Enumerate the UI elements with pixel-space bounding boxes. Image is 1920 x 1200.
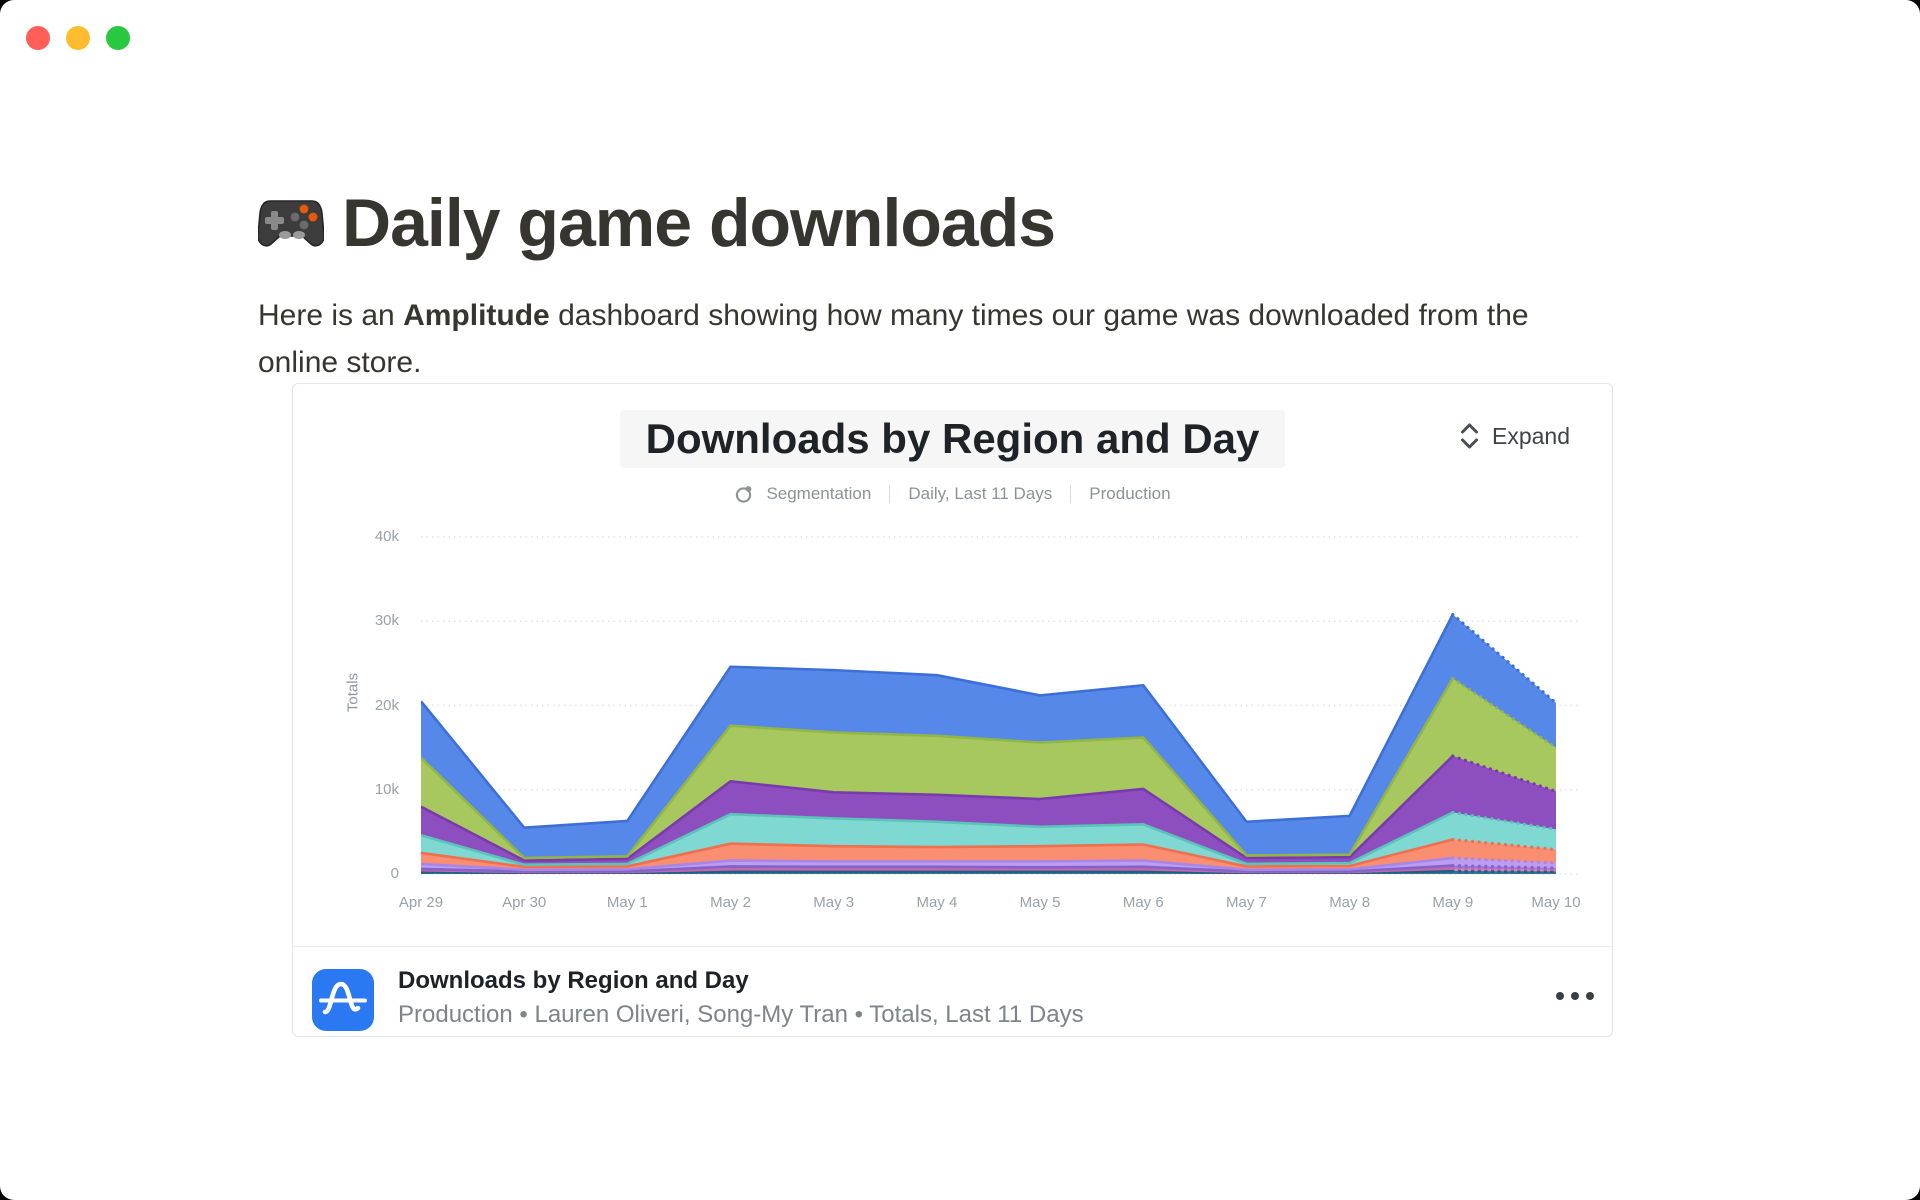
ellipsis-dot [1571,992,1579,1000]
chart-type-label: Segmentation [766,484,872,503]
page-title: Daily game downloads [258,184,1056,262]
x-axis-tick-label: May 5 [1019,894,1061,911]
x-axis-tick-label: May 10 [1531,894,1581,911]
ellipsis-dot [1556,992,1564,1000]
amplitude-brand-text: Amplitude [403,299,550,332]
x-axis-tick-label: May 6 [1122,894,1164,911]
stacked-area-chart[interactable] [421,531,1581,875]
x-axis-tick-label: Apr 29 [398,894,444,911]
y-axis-tick-label: 30k [374,612,399,630]
minimize-button[interactable] [66,26,90,50]
x-axis-tick-label: May 3 [813,894,855,911]
card-footer-divider [293,946,1612,947]
expand-button[interactable]: Expand [1454,418,1574,454]
amplitude-embed-card: Downloads by Region and Day Segmentation… [292,383,1613,1037]
x-axis-tick-label: May 7 [1226,894,1267,911]
x-axis-tick-label: May 1 [606,894,648,911]
chart-range-label: Daily, Last 11 Days [908,484,1053,503]
y-axis-tick-label: 0 [390,865,399,882]
chart-title: Downloads by Region and Day [619,410,1286,468]
x-axis-tick-label: May 4 [916,894,958,911]
x-axis-tick-label: May 8 [1329,894,1371,911]
x-axis-tick-label: May 2 [710,894,751,911]
chart-environment-label: Production [1089,484,1171,503]
x-axis-tick-label: May 9 [1432,894,1474,911]
x-axis-tick-label: Apr 30 [502,894,547,911]
close-button[interactable] [26,26,50,50]
subtitle-divider [889,485,891,503]
segmentation-chart-icon [736,486,752,503]
page-title-text: Daily game downloads [342,184,1056,261]
gamepad-icon [258,199,324,247]
chart-subtitle-row: Segmentation Daily, Last 11 Days Product… [293,484,1612,504]
expand-label: Expand [1491,422,1570,449]
y-axis-tick-label: 10k [374,780,399,798]
y-axis-tick-label: 20k [374,696,399,714]
expand-icon [1460,423,1478,449]
more-options-button[interactable] [1537,974,1613,1018]
amplitude-logo-icon [312,969,374,1031]
y-axis-tick-label: 40k [374,528,399,545]
subtitle-divider [1070,485,1072,503]
ellipsis-dot [1586,992,1594,1000]
embed-footer-title[interactable]: Downloads by Region and Day [398,967,749,994]
intro-paragraph: Here is an Amplitude dashboard showing h… [258,299,1529,379]
embed-footer-meta: Production • Lauren Oliveri, Song-My Tra… [398,1001,1084,1028]
zoom-button[interactable] [106,26,130,50]
